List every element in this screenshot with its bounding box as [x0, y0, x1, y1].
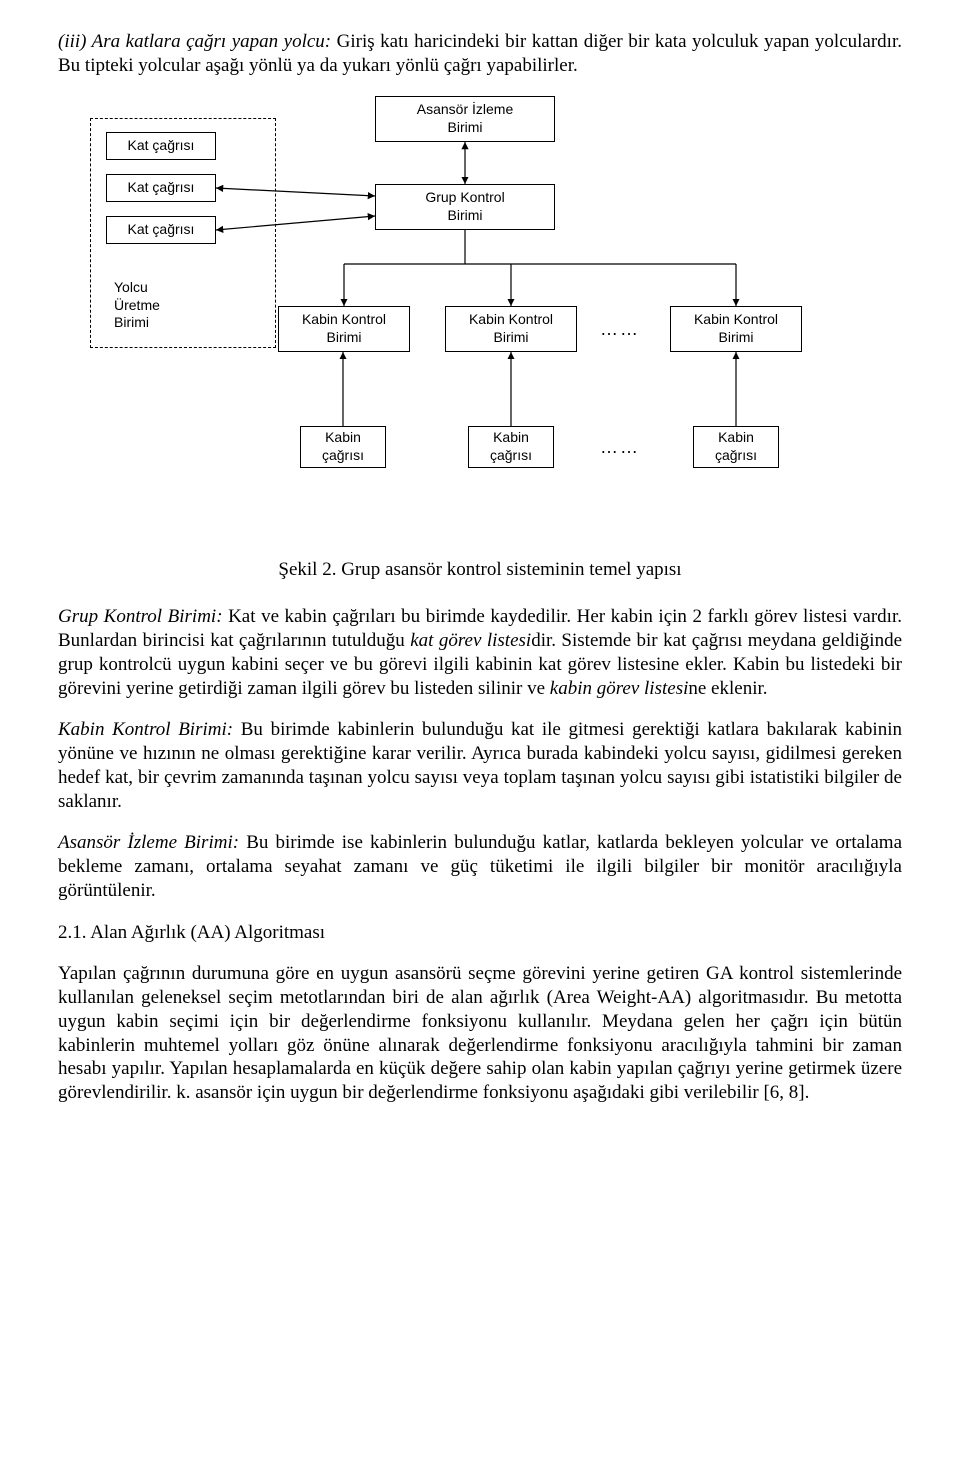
- kabin-kontrol-lead: Kabin Kontrol Birimi:: [58, 719, 233, 740]
- gk-it1: kat görev listesi: [410, 630, 531, 651]
- diagram-connectors: [90, 96, 870, 536]
- kabin-kontrol-paragraph: Kabin Kontrol Birimi: Bu birimde kabinle…: [58, 718, 902, 813]
- aa-paragraph: Yapılan çağrının durumuna göre en uygun …: [58, 962, 902, 1105]
- section-heading: 2.1. Alan Ağırlık (AA) Algoritması: [58, 921, 902, 945]
- grup-kontrol-paragraph: Grup Kontrol Birimi: Kat ve kabin çağrıl…: [58, 605, 902, 700]
- gk-it2: kabin görev listesi: [550, 678, 689, 699]
- grup-kontrol-lead: Grup Kontrol Birimi:: [58, 606, 223, 627]
- asansor-izleme-lead: Asansör İzleme Birimi:: [58, 832, 239, 853]
- system-diagram: Kat çağrısı Kat çağrısı Kat çağrısı Yolc…: [90, 96, 870, 536]
- intro-lead: (iii) Ara katlara çağrı yapan yolcu:: [58, 31, 331, 52]
- asansor-izleme-paragraph: Asansör İzleme Birimi: Bu birimde ise ka…: [58, 831, 902, 902]
- gk-end: ne eklenir.: [688, 678, 767, 699]
- intro-paragraph: (iii) Ara katlara çağrı yapan yolcu: Gir…: [58, 30, 902, 78]
- figure-caption: Şekil 2. Grup asansör kontrol sisteminin…: [58, 558, 902, 582]
